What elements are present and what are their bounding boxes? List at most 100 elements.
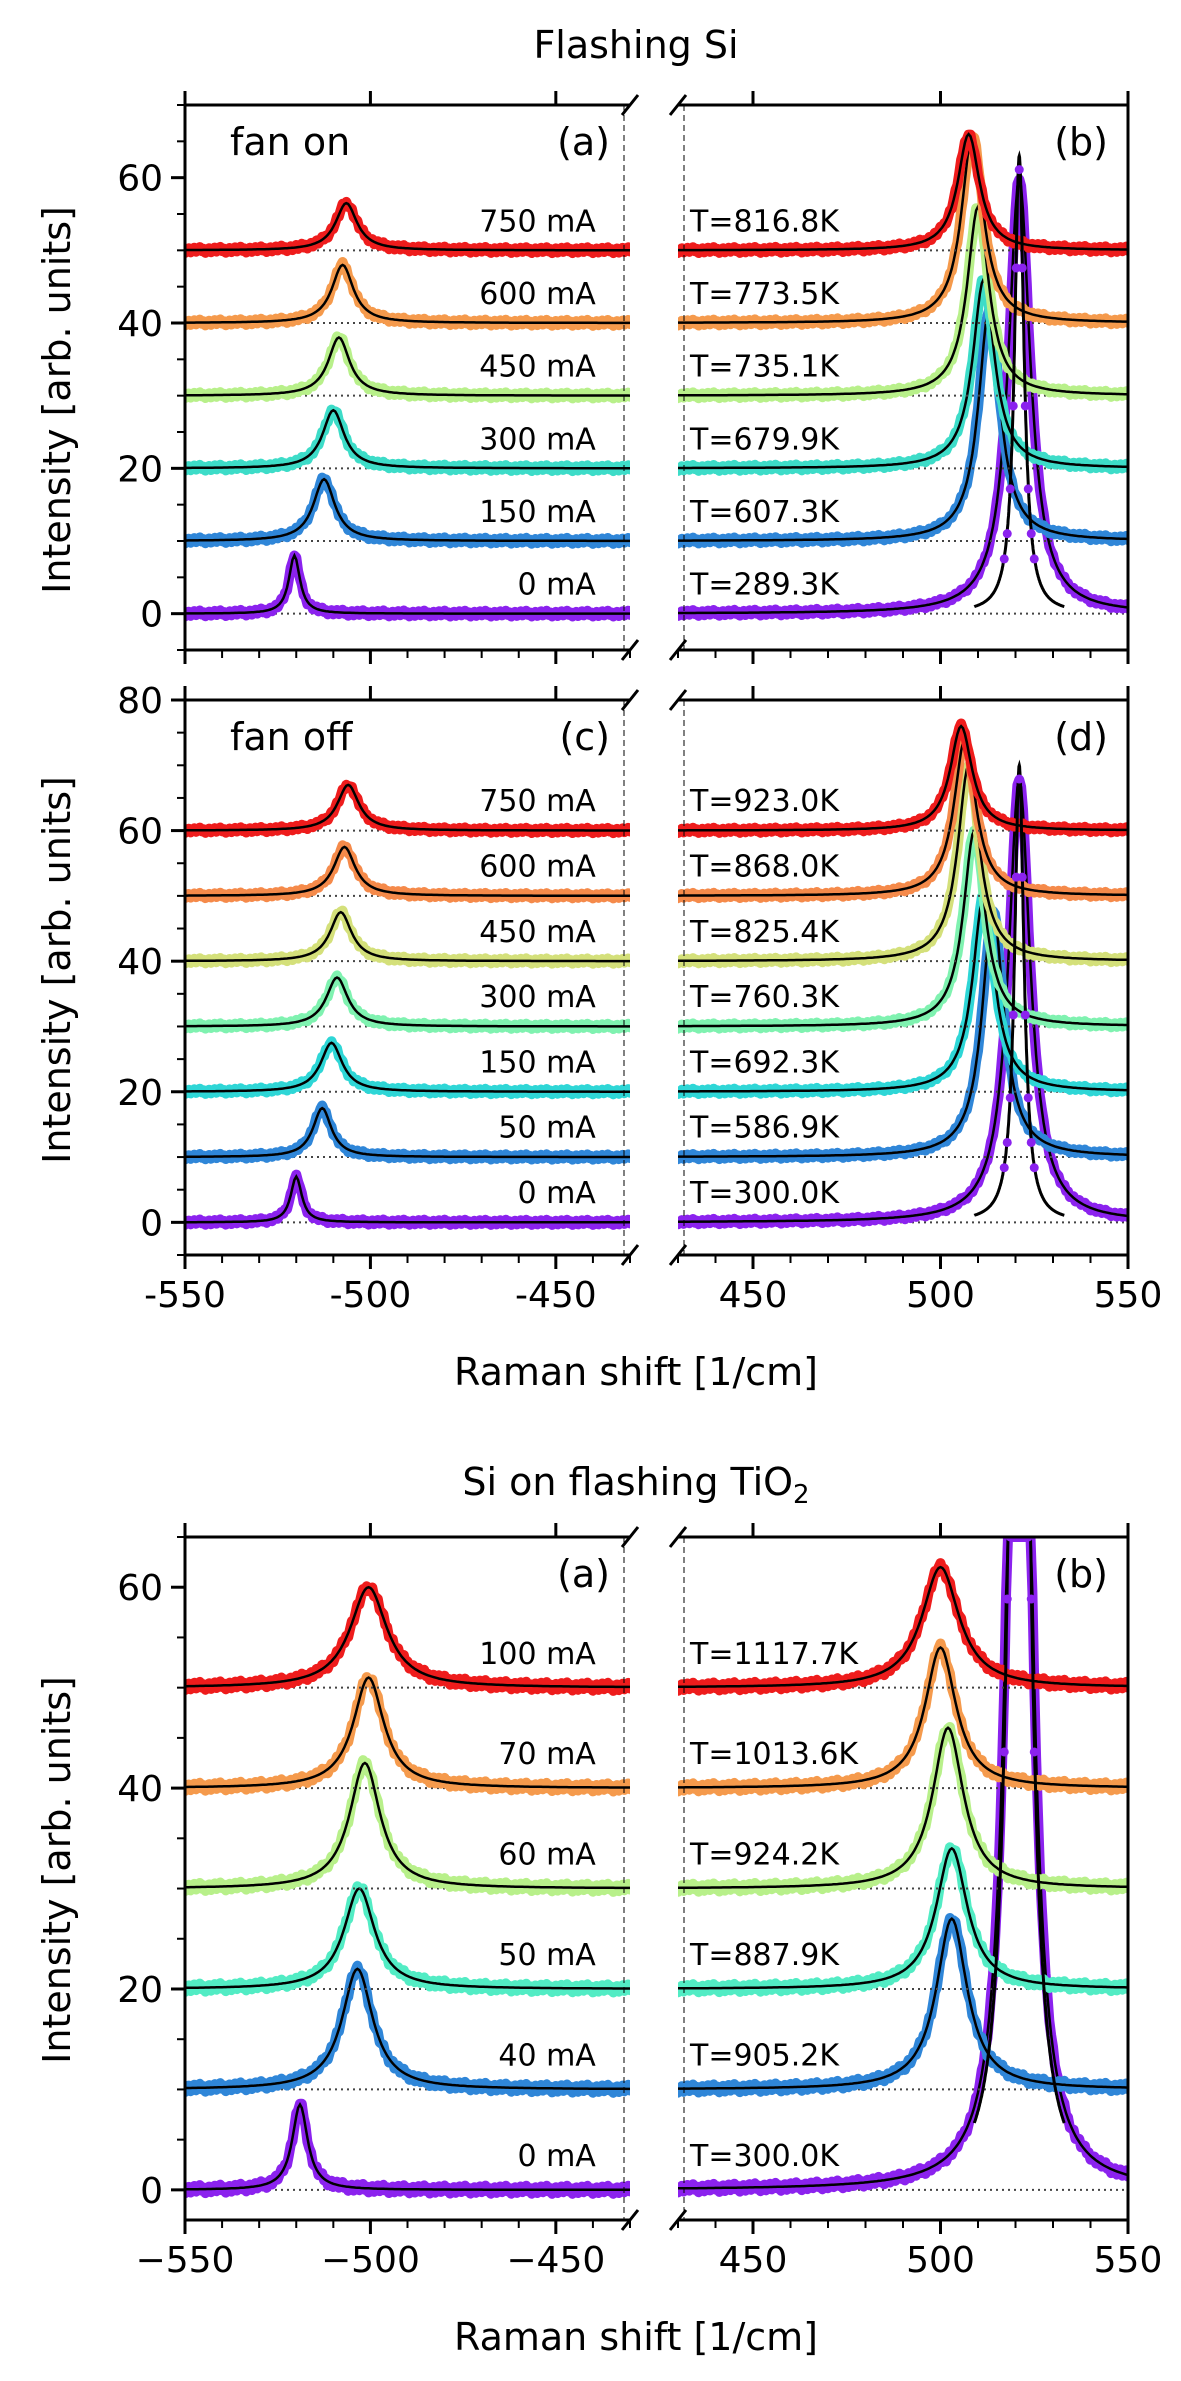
- series-label: T=735.1K: [689, 350, 840, 385]
- series-label: T=868.0K: [689, 849, 840, 884]
- plot-area: T=289.3K T=607.3K T=679.9K T=735.1K T=773.5K…: [678, 129, 1128, 621]
- fit-line: [678, 132, 1128, 252]
- series-label: T=1013.6K: [689, 1737, 859, 1772]
- x-tick-label: 550: [1094, 1275, 1163, 1316]
- series-label: 100 mA: [479, 1637, 596, 1672]
- fit-line: [185, 1967, 630, 2091]
- reference-peak-point: [1014, 165, 1024, 175]
- fit-line: [185, 1585, 630, 1689]
- fit-line: [678, 778, 1128, 1223]
- panel-note: fan off: [230, 715, 353, 759]
- fit-line: [678, 736, 1128, 897]
- y-tick-label: 0: [140, 2171, 163, 2212]
- series-label: T=692.3K: [689, 1045, 840, 1080]
- series-label: 0 mA: [517, 2139, 596, 2174]
- fit-line: [185, 910, 630, 963]
- reference-peak-point: [1020, 401, 1030, 411]
- fit-line: [678, 1726, 1128, 1890]
- panel-left: 0 mA 150 mA 300 mA 450 mA 600 mA 750 mA 0 20 40 6…: [117, 91, 640, 664]
- fit-line: [678, 1537, 1128, 2190]
- reference-peak-point: [1002, 529, 1012, 539]
- series-label: T=905.2K: [689, 2039, 840, 2074]
- reference-peak-point: [1005, 484, 1015, 494]
- reference-peak-point: [999, 554, 1009, 564]
- x-tick-label: -450: [515, 1275, 597, 1316]
- series-label: 150 mA: [479, 495, 596, 530]
- panel-letter: (c): [559, 715, 610, 759]
- bottom-title-main: Si on flashing TiO: [462, 1460, 793, 1504]
- panel-left: 0 mA 40 mA 50 mA 60 mA 70 mA 100 mA −550 −500 −4…: [117, 1523, 640, 2281]
- fit-line: [678, 1917, 1128, 2090]
- series-label: T=887.9K: [689, 1938, 840, 1973]
- x-tick-label: −500: [321, 2240, 420, 2281]
- reference-peak-point: [1008, 1010, 1018, 1020]
- top-xlabel: Raman shift [1/cm]: [454, 1350, 818, 1394]
- fit-line: [185, 552, 630, 615]
- series-label: T=773.5K: [689, 277, 840, 312]
- plot-area: 0 mA 40 mA 50 mA 60 mA 70 mA 100 mA: [185, 1581, 630, 2199]
- x-tick-label: −450: [506, 2240, 605, 2281]
- series-label: 300 mA: [479, 980, 596, 1015]
- bottom-xlabel: Raman shift [1/cm]: [454, 2315, 818, 2359]
- panel-letter: (b): [1054, 1552, 1108, 1596]
- series-label: T=300.0K: [689, 1176, 840, 1211]
- fit-line: [678, 177, 1128, 615]
- fit-line: [185, 783, 630, 832]
- panel-right: T=300.0K T=586.9K T=692.3K T=760.3K T=825.4K…: [668, 686, 1163, 1316]
- reference-peak-point: [1029, 554, 1039, 564]
- plot-area: T=300.0K T=586.9K T=692.3K T=760.3K T=825.4K…: [678, 718, 1128, 1230]
- plot-area: T=300.0K T=905.2K T=887.9K T=924.2K T=1013.6…: [678, 1537, 1128, 2198]
- series-label: 50 mA: [498, 1938, 596, 1973]
- reference-peak-point: [1023, 484, 1033, 494]
- reference-peak-point: [1029, 1163, 1039, 1173]
- plot-area: 0 mA 150 mA 300 mA 450 mA 600 mA 750 mA: [185, 196, 630, 622]
- series-label: 750 mA: [479, 204, 596, 239]
- reference-peak-point: [1023, 1093, 1033, 1103]
- series-label: T=586.9K: [689, 1111, 840, 1146]
- x-tick-label: 500: [906, 2240, 975, 2281]
- y-tick-label: 80: [117, 681, 163, 722]
- fit-line: [678, 305, 1128, 542]
- x-tick-label: -550: [144, 1275, 226, 1316]
- series-label: 300 mA: [479, 422, 596, 457]
- fit-line: [185, 1761, 630, 1890]
- y-tick-label: 20: [117, 1073, 163, 1114]
- y-tick-label: 40: [117, 942, 163, 983]
- bottom-title-subscript: 2: [793, 1480, 810, 1510]
- y-tick-label: 40: [117, 1769, 163, 1810]
- series-label: T=607.3K: [689, 495, 840, 530]
- reference-peak-point: [1026, 1594, 1036, 1604]
- panel-right: T=289.3K T=607.3K T=679.9K T=735.1K T=773.5K…: [668, 91, 1130, 664]
- y-tick-label: 20: [117, 449, 163, 490]
- x-tick-label: -500: [330, 1275, 412, 1316]
- y-axis-label: Intensity [arb. units]: [35, 776, 79, 1164]
- bottom-title: Si on flashing TiO2: [462, 1460, 809, 1510]
- fit-line: [678, 762, 1128, 963]
- reference-peak-line: [972, 1537, 1066, 2124]
- reference-peak-point: [1017, 263, 1027, 273]
- fit-line: [678, 827, 1128, 1028]
- plot-area: 0 mA 50 mA 150 mA 300 mA 450 mA 600 mA 750 mA: [185, 779, 630, 1230]
- panel-left: 0 mA 50 mA 150 mA 300 mA 450 mA 600 mA 750 mA -…: [117, 681, 640, 1316]
- series-label: 0 mA: [517, 568, 596, 603]
- x-tick-label: −550: [136, 2240, 235, 2281]
- series-label: 40 mA: [498, 2039, 596, 2074]
- series-label: T=825.4K: [689, 915, 840, 950]
- panel-letter: (b): [1054, 120, 1108, 164]
- reference-peak-point: [1002, 1137, 1012, 1147]
- axis-break-mark: [620, 94, 640, 116]
- reference-peak-point: [1002, 1594, 1012, 1604]
- reference-peak-line: [973, 150, 1065, 609]
- reference-peak-point: [1026, 529, 1036, 539]
- reference-peak-point: [1026, 1137, 1036, 1147]
- series-label: T=923.0K: [689, 784, 840, 819]
- series-label: 70 mA: [498, 1737, 596, 1772]
- panel-letter: (a): [557, 1552, 610, 1596]
- series-label: 600 mA: [479, 849, 596, 884]
- fit-line: [678, 1565, 1128, 1689]
- series-label: T=1117.7K: [689, 1637, 859, 1672]
- fit-line: [185, 1041, 630, 1093]
- series-label: T=300.0K: [689, 2139, 840, 2174]
